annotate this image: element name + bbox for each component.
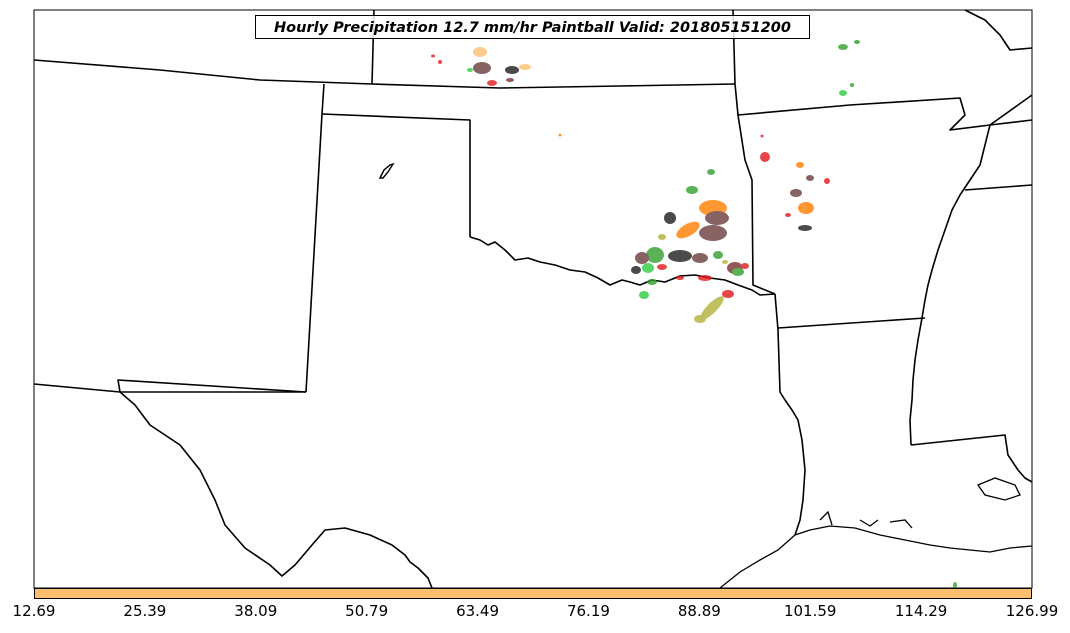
colorbar-tick-label: 50.79 xyxy=(345,602,389,620)
blob xyxy=(707,169,715,175)
blob xyxy=(686,186,698,194)
blob xyxy=(722,290,734,298)
blob xyxy=(713,251,723,259)
blob xyxy=(732,268,744,276)
colorbar-tick-label: 76.19 xyxy=(566,602,610,620)
blob xyxy=(824,178,830,184)
colorbar-tick-label: 101.59 xyxy=(783,602,837,620)
blob xyxy=(700,296,724,320)
colorbar-tick-label: 114.29 xyxy=(894,602,948,620)
blob xyxy=(760,134,764,138)
blob xyxy=(519,64,531,70)
blob xyxy=(473,62,491,74)
precip-blobs xyxy=(431,40,957,588)
blob xyxy=(635,252,649,264)
map-border xyxy=(33,9,1033,589)
blob xyxy=(838,44,848,50)
blob xyxy=(558,133,562,137)
blob xyxy=(796,162,804,168)
colorbar-tick-label: 25.39 xyxy=(123,602,167,620)
blob xyxy=(438,60,442,64)
blob xyxy=(657,264,667,270)
blob xyxy=(473,47,487,57)
blob xyxy=(741,263,749,269)
blob xyxy=(647,279,657,285)
blob xyxy=(646,247,664,263)
blob xyxy=(760,152,770,162)
blob xyxy=(692,253,708,263)
colorbar-tick-label: 12.69 xyxy=(12,602,56,620)
blob xyxy=(431,54,435,58)
state-boundaries xyxy=(33,9,1033,589)
blob xyxy=(505,66,519,74)
blob xyxy=(722,260,728,264)
blob xyxy=(806,175,814,181)
blob xyxy=(839,90,847,96)
colorbar-tick-label: 63.49 xyxy=(456,602,500,620)
blob xyxy=(631,266,641,274)
colorbar-tick-label: 38.09 xyxy=(234,602,278,620)
blob xyxy=(639,291,649,299)
colorbar-tick-label: 126.99 xyxy=(1005,602,1059,620)
blob xyxy=(698,275,712,281)
colorbar xyxy=(34,588,1032,599)
blob xyxy=(790,189,802,197)
map-title: Hourly Precipitation 12.7 mm/hr Paintbal… xyxy=(255,15,810,39)
blob xyxy=(953,582,957,588)
blob xyxy=(506,78,514,82)
blob xyxy=(668,250,692,262)
blob xyxy=(676,221,700,239)
blob xyxy=(785,213,791,217)
blob xyxy=(798,225,812,231)
blob xyxy=(854,40,860,44)
blob xyxy=(658,234,666,240)
blob xyxy=(705,211,729,225)
blob xyxy=(467,68,473,72)
blob xyxy=(798,202,814,214)
blob xyxy=(699,225,727,241)
lake-outline xyxy=(378,162,395,179)
blob xyxy=(694,315,706,323)
blob xyxy=(676,276,684,280)
blob xyxy=(642,263,654,273)
blob xyxy=(664,212,676,224)
colorbar-tick-label: 88.89 xyxy=(677,602,721,620)
blob xyxy=(850,83,854,87)
gulf-coastline xyxy=(719,477,1033,589)
blob xyxy=(487,80,497,86)
